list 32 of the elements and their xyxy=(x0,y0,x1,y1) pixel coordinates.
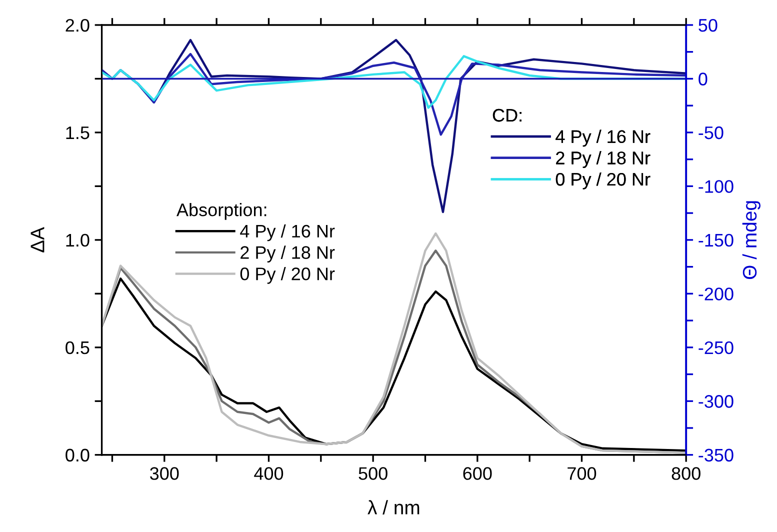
x-axis-title: λ / nm xyxy=(368,500,420,514)
y2-tick-label: -150 xyxy=(698,234,734,247)
legend-label: 2 Py / 18 Nr xyxy=(556,151,650,168)
x-tick-label: 800 xyxy=(672,467,700,480)
legend-label: 0 Py / 20 Nr xyxy=(556,172,650,190)
x-tick-label: 600 xyxy=(463,467,492,480)
y2-tick-label: -50 xyxy=(698,126,724,140)
y2-tick-label: -200 xyxy=(698,288,734,300)
annotation: CD: xyxy=(492,108,522,122)
x-tick-label: 300 xyxy=(150,467,179,480)
x-tick-label: 500 xyxy=(358,467,388,480)
legend-label: 2 Py / 18 Nr xyxy=(240,246,335,263)
y2-tick-label: -350 xyxy=(698,448,734,462)
legend-label: 4 Py / 16 Nr xyxy=(556,130,650,147)
legend-label: 0 Py / 20 Nr xyxy=(240,267,335,284)
y2-tick-label: -250 xyxy=(698,341,734,354)
x-tick-label: 400 xyxy=(254,467,284,480)
text: 0.0 xyxy=(66,448,90,462)
y-tick-label: 2.0 xyxy=(66,18,90,32)
y-axis-title: ΔA xyxy=(30,226,44,252)
y2-tick-label: 0 xyxy=(698,72,708,86)
y2-tick-label: -100 xyxy=(698,180,734,193)
y2-axis-title: Θ / mdeg xyxy=(742,201,760,279)
line-series xyxy=(102,55,686,109)
y-tick-label: 0.5 xyxy=(66,341,90,354)
y-tick-label: 1.0 xyxy=(66,234,90,247)
legend-label: 4 Py / 16 Nr xyxy=(240,224,335,242)
y2-tick-label: 50 xyxy=(698,18,718,32)
y2-tick-label: -300 xyxy=(698,395,734,408)
x-tick-label: 700 xyxy=(568,467,596,480)
annotation: Absorption: xyxy=(176,202,266,220)
y-tick-label: 1.5 xyxy=(66,126,90,140)
